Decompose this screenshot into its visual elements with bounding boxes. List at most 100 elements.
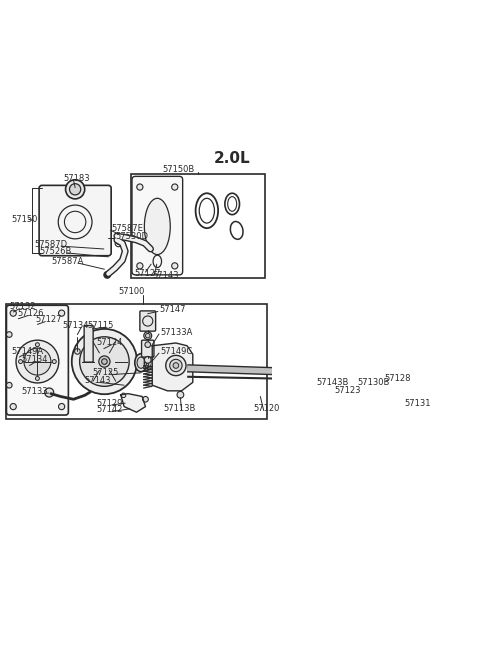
Circle shape — [80, 337, 129, 386]
Text: 57128: 57128 — [384, 374, 411, 383]
Circle shape — [384, 356, 388, 361]
Text: 57127: 57127 — [35, 316, 61, 324]
Text: 57183: 57183 — [63, 174, 90, 183]
Text: 57143: 57143 — [84, 376, 111, 385]
Circle shape — [137, 184, 143, 190]
Circle shape — [144, 356, 151, 364]
Circle shape — [379, 371, 390, 383]
Text: 57134: 57134 — [22, 356, 48, 364]
Text: 57143B: 57143B — [317, 379, 349, 388]
Circle shape — [102, 359, 107, 364]
Circle shape — [36, 377, 39, 381]
Text: 57587D: 57587D — [34, 240, 67, 249]
Text: 57115: 57115 — [87, 321, 113, 330]
Circle shape — [19, 360, 23, 364]
Circle shape — [66, 179, 84, 199]
Circle shape — [177, 392, 184, 398]
Bar — [6, 303, 267, 419]
Text: 57131: 57131 — [405, 399, 431, 407]
Circle shape — [72, 329, 137, 394]
Text: 57147: 57147 — [159, 305, 185, 314]
Circle shape — [172, 184, 178, 190]
Circle shape — [16, 340, 59, 383]
Text: 57143: 57143 — [152, 271, 179, 280]
FancyBboxPatch shape — [132, 176, 183, 275]
Circle shape — [6, 331, 12, 337]
Text: 57133: 57133 — [22, 388, 48, 396]
Circle shape — [143, 396, 148, 402]
Circle shape — [365, 381, 370, 385]
Circle shape — [137, 263, 143, 269]
Circle shape — [351, 344, 417, 409]
Text: 57526B: 57526B — [40, 247, 72, 255]
Ellipse shape — [323, 365, 333, 381]
Circle shape — [145, 342, 151, 348]
FancyBboxPatch shape — [84, 326, 93, 362]
Text: 57126: 57126 — [17, 309, 44, 318]
Text: 2.0L: 2.0L — [214, 151, 251, 166]
Circle shape — [6, 383, 12, 388]
Circle shape — [423, 373, 432, 381]
Circle shape — [363, 356, 406, 398]
Text: 57100: 57100 — [119, 288, 145, 296]
Text: 57125: 57125 — [93, 368, 119, 377]
Text: 57132: 57132 — [9, 303, 36, 312]
Ellipse shape — [320, 362, 336, 384]
Circle shape — [52, 360, 56, 364]
Circle shape — [74, 348, 80, 354]
Text: 57530D: 57530D — [116, 232, 149, 241]
Polygon shape — [121, 394, 145, 412]
Text: 57129: 57129 — [96, 399, 122, 407]
Ellipse shape — [335, 367, 343, 380]
Circle shape — [45, 388, 54, 397]
FancyBboxPatch shape — [140, 311, 156, 331]
Ellipse shape — [146, 359, 151, 367]
Circle shape — [99, 356, 110, 367]
FancyBboxPatch shape — [6, 305, 68, 415]
Circle shape — [36, 343, 39, 346]
Text: 57150: 57150 — [12, 215, 38, 223]
FancyBboxPatch shape — [39, 185, 111, 255]
Text: 57133A: 57133A — [160, 328, 192, 337]
Circle shape — [173, 363, 179, 368]
Circle shape — [372, 364, 396, 389]
Bar — [131, 174, 265, 278]
Circle shape — [59, 310, 65, 316]
Ellipse shape — [144, 356, 154, 369]
Ellipse shape — [332, 364, 346, 384]
Circle shape — [116, 235, 123, 243]
Text: 57134: 57134 — [62, 321, 89, 330]
Text: 57120: 57120 — [253, 404, 280, 413]
Circle shape — [144, 331, 152, 339]
Circle shape — [170, 360, 182, 371]
Circle shape — [421, 370, 434, 384]
Circle shape — [342, 335, 426, 419]
Circle shape — [10, 403, 16, 409]
Circle shape — [172, 263, 178, 269]
Circle shape — [121, 393, 126, 398]
Polygon shape — [152, 343, 193, 391]
Text: 57142: 57142 — [96, 405, 122, 415]
Circle shape — [24, 348, 51, 375]
Text: 57123: 57123 — [335, 386, 361, 396]
Circle shape — [59, 403, 65, 409]
Text: 57149C: 57149C — [160, 347, 192, 356]
Text: 57587E: 57587E — [112, 224, 144, 233]
Circle shape — [145, 333, 150, 338]
Text: 57150B: 57150B — [163, 164, 195, 174]
FancyBboxPatch shape — [142, 340, 154, 357]
Text: 57130B: 57130B — [357, 379, 390, 388]
Circle shape — [395, 387, 399, 392]
Text: 57587A: 57587A — [51, 257, 84, 266]
Circle shape — [10, 310, 16, 316]
Circle shape — [70, 183, 81, 195]
Ellipse shape — [144, 198, 170, 255]
Circle shape — [166, 356, 186, 375]
Ellipse shape — [137, 357, 145, 368]
Circle shape — [104, 271, 110, 278]
Text: 57113B: 57113B — [164, 404, 196, 413]
Text: 57124: 57124 — [96, 339, 122, 348]
Text: 57149A: 57149A — [12, 347, 44, 356]
Ellipse shape — [135, 354, 147, 371]
Text: 57127: 57127 — [134, 269, 161, 278]
